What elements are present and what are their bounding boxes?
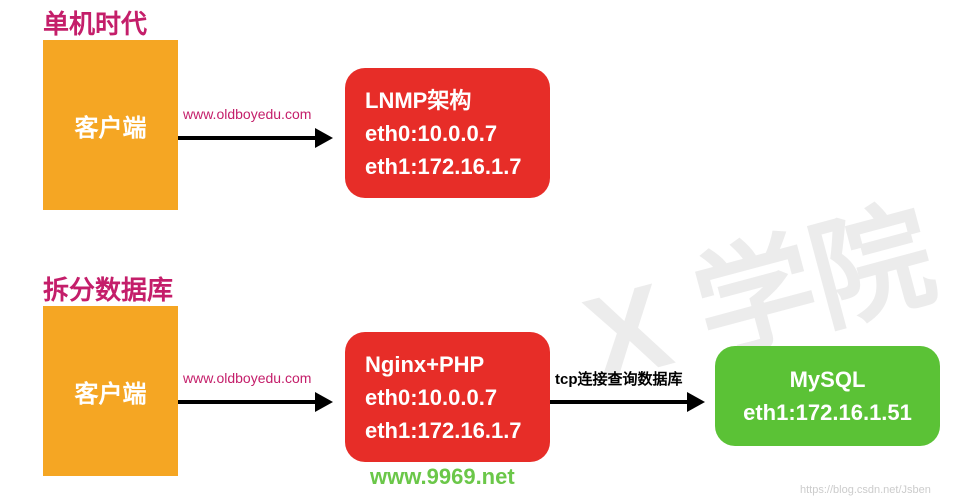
client-label-1: 客户端	[75, 108, 147, 143]
db-line2: eth1:172.16.1.51	[743, 396, 912, 429]
arrow-head-3	[687, 392, 705, 412]
server-box-2: Nginx+PHP eth0:10.0.0.7 eth1:172.16.1.7	[345, 332, 550, 462]
server1-line2: eth0:10.0.0.7	[365, 117, 497, 150]
client-box-1: 客户端	[43, 40, 178, 210]
server2-line1: Nginx+PHP	[365, 348, 484, 381]
arrow-line-2	[178, 400, 315, 404]
section1-title: 单机时代	[43, 4, 147, 41]
arrow-1: www.oldboyedu.com	[178, 128, 333, 148]
arrow-line-3	[550, 400, 687, 404]
client-box-2: 客户端	[43, 306, 178, 476]
db-line1: MySQL	[735, 363, 920, 396]
db-box: MySQL eth1:172.16.1.51	[715, 346, 940, 446]
arrow-line-1	[178, 136, 315, 140]
watermark-footer: https://blog.csdn.net/Jsben	[800, 484, 931, 496]
server-box-1: LNMP架构 eth0:10.0.0.7 eth1:172.16.1.7	[345, 68, 550, 198]
arrow-label-3: tcp连接查询数据库	[555, 368, 683, 389]
arrow-label-2: www.oldboyedu.com	[183, 370, 311, 386]
section2-title: 拆分数据库	[43, 270, 173, 307]
server1-line1: LNMP架构	[365, 84, 471, 117]
arrow-label-1: www.oldboyedu.com	[183, 106, 311, 122]
arrow-3: tcp连接查询数据库	[550, 392, 705, 412]
client-label-2: 客户端	[75, 374, 147, 409]
arrow-head-1	[315, 128, 333, 148]
server2-line2: eth0:10.0.0.7	[365, 381, 497, 414]
arrow-2: www.oldboyedu.com	[178, 392, 333, 412]
server1-line3: eth1:172.16.1.7	[365, 150, 522, 183]
arrow-head-2	[315, 392, 333, 412]
watermark-green: www.9969.net	[370, 464, 515, 490]
server2-line3: eth1:172.16.1.7	[365, 414, 522, 447]
